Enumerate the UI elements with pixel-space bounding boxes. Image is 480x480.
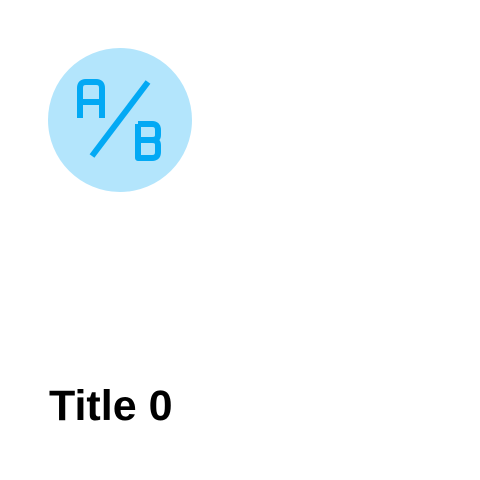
ab-test-icon [77,79,161,161]
ab-test-icon-badge [48,48,192,192]
card-title: Title 0 [49,382,173,430]
